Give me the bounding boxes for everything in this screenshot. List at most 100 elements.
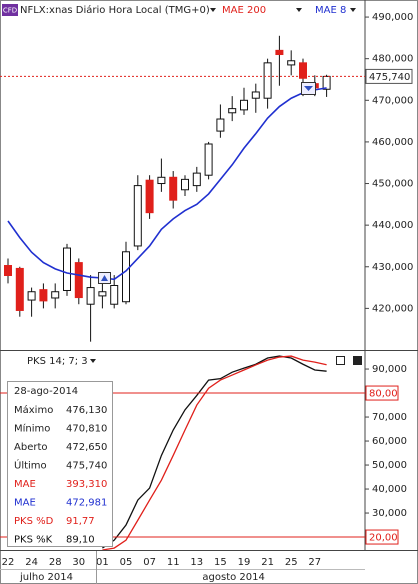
y-tick-label: 440,000 (372, 220, 413, 231)
info-value: 393,310 (66, 479, 107, 490)
window-button[interactable] (336, 356, 345, 365)
info-box: 28-ago-2014 Máximo 476,130 Mínimo 470,810 Ab… (7, 381, 113, 547)
x-tick-label: 11 (167, 557, 180, 568)
dropdown-icon[interactable] (210, 8, 216, 12)
x-tick-label: 21 (261, 557, 274, 568)
candle-body (27, 291, 36, 301)
candle-body (169, 176, 178, 201)
x-tick-label: 07 (143, 557, 156, 568)
line (7, 87, 327, 281)
level-label-box (365, 385, 399, 401)
candle-body (192, 172, 201, 187)
badge-box (2, 4, 18, 16)
legend-entry: MAE 200 (222, 5, 266, 16)
info-label: Máximo (14, 404, 53, 416)
x-tick-label: 01 (96, 557, 109, 568)
info-value: 472,650 (66, 442, 107, 453)
candle-body (86, 287, 95, 305)
candle-body (228, 108, 237, 114)
candle-body (110, 284, 119, 305)
y-tick-label: 450,000 (372, 179, 413, 190)
info-value: 475,740 (66, 461, 107, 472)
candle-body (98, 291, 107, 297)
candle-body (275, 49, 284, 56)
candle-body (133, 185, 142, 247)
candle-body (74, 262, 83, 299)
candle-body (4, 265, 12, 277)
candle-body (216, 118, 225, 132)
stoch-panel (102, 355, 327, 550)
candle-body (240, 99, 248, 111)
candle-body (322, 75, 331, 90)
info-value: 472,981 (66, 498, 107, 509)
candle-body (204, 143, 213, 176)
info-label: Último (14, 459, 47, 472)
info-label: PKS %K (14, 535, 53, 546)
candle-body (299, 62, 307, 79)
x-tick-label: 28 (49, 557, 62, 568)
y-tick-label: 420,000 (372, 303, 413, 314)
info-label: PKS %D (14, 516, 54, 527)
y-tick-label: 470,000 (372, 95, 413, 106)
y-tick-label: 30,000 (372, 508, 407, 519)
info-label: MAE (14, 498, 36, 509)
candle-body (39, 289, 48, 302)
y-tick-label: 60,000 (372, 436, 407, 447)
legend-entry: MAE 8 (315, 5, 346, 16)
y-tick-label: 430,000 (372, 262, 413, 273)
candle-body (157, 176, 166, 185)
candle-body (287, 60, 296, 66)
dropdown-icon[interactable] (90, 359, 96, 363)
level-label: 80,00 (369, 389, 398, 400)
x-tick-label: 25 (285, 557, 298, 568)
level-label-box (365, 529, 399, 545)
x-tick-label: 19 (238, 557, 251, 568)
candle-body (263, 62, 272, 99)
y-tick-label: 50,000 (372, 460, 407, 471)
month-label: agosto 2014 (202, 572, 264, 583)
main-panel (4, 35, 331, 342)
x-tick-label: 22 (2, 557, 15, 568)
chart-title: NFLX:xnas Diário Hora Local (TMG+0) (20, 4, 210, 16)
candle-body (145, 179, 154, 214)
x-tick-label: 27 (308, 557, 321, 568)
info-panel (7, 381, 113, 547)
event-marker-icon (101, 275, 108, 281)
x-tick-label: 15 (214, 557, 227, 568)
y-tick-label: 490,000 (372, 12, 413, 23)
y-tick-label: 480,000 (372, 54, 413, 65)
level-label: 20,00 (369, 533, 398, 544)
plot: 490,000 480,000 470,000 460,000 450,000 440,0… (0, 12, 413, 584)
info-value: 91,77 (66, 516, 95, 527)
candle-body (181, 178, 189, 191)
x-tick-label: 30 (72, 557, 85, 568)
stoch-title: PKS 14; 7; 3 (27, 356, 88, 367)
x-tick-label: 13 (190, 557, 203, 568)
month-label: julho 2014 (19, 572, 73, 583)
event-marker-icon (304, 86, 313, 91)
info-value: 476,130 (66, 405, 107, 416)
last-price-box (365, 68, 413, 84)
dropdown-icon[interactable] (350, 8, 356, 12)
x-tick-label: 05 (120, 557, 133, 568)
candle-body (15, 267, 24, 311)
candle-body (51, 291, 60, 299)
y-tick-label: 460,000 (372, 137, 413, 148)
info-value: 89,10 (66, 535, 95, 546)
info-label: Aberto (14, 442, 48, 453)
info-value: 470,810 (66, 424, 107, 435)
info-label: Mínimo (14, 423, 50, 435)
candle-body (122, 251, 130, 303)
info-label: MAE (14, 479, 36, 490)
window-button[interactable] (353, 356, 362, 365)
candle-body (251, 91, 260, 99)
candle-body (63, 247, 71, 291)
line (102, 355, 327, 549)
dropdown-icon[interactable] (296, 8, 302, 12)
info-date: 28-ago-2014 (14, 386, 78, 397)
y-tick-label: 40,000 (372, 484, 407, 495)
x-tick-label: 24 (25, 557, 38, 568)
y-tick-label: 90,000 (372, 364, 407, 375)
last-price-label: 475,740 (369, 72, 410, 83)
